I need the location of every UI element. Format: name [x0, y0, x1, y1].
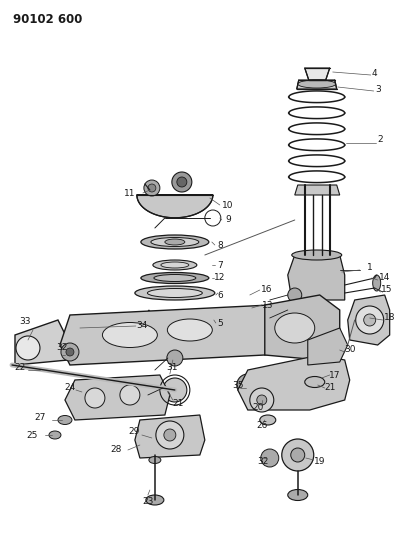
Polygon shape	[305, 68, 330, 80]
Text: 7: 7	[217, 261, 223, 270]
Polygon shape	[238, 355, 350, 410]
Ellipse shape	[292, 250, 342, 260]
Text: 2: 2	[377, 135, 382, 144]
Ellipse shape	[146, 495, 164, 505]
Text: 21: 21	[324, 384, 335, 392]
Circle shape	[148, 184, 156, 192]
Circle shape	[356, 306, 384, 334]
Text: 27: 27	[34, 414, 46, 423]
Text: 30: 30	[344, 345, 355, 354]
Polygon shape	[135, 415, 205, 458]
Ellipse shape	[149, 456, 161, 464]
Circle shape	[66, 348, 74, 356]
Text: 25: 25	[26, 431, 38, 440]
Ellipse shape	[58, 416, 72, 424]
Circle shape	[237, 374, 259, 396]
Text: 4: 4	[372, 69, 378, 78]
Ellipse shape	[168, 319, 212, 341]
Text: 33: 33	[19, 318, 31, 327]
Ellipse shape	[153, 260, 197, 270]
Circle shape	[164, 429, 176, 441]
Ellipse shape	[141, 272, 209, 284]
Polygon shape	[60, 305, 285, 365]
Text: 9: 9	[225, 215, 231, 224]
Polygon shape	[15, 320, 68, 365]
Text: 22: 22	[14, 364, 26, 373]
Circle shape	[261, 449, 279, 467]
Circle shape	[144, 180, 160, 196]
Text: 32: 32	[56, 343, 67, 352]
Text: 29: 29	[128, 427, 140, 437]
Ellipse shape	[161, 262, 189, 268]
Ellipse shape	[154, 274, 196, 281]
Circle shape	[291, 448, 305, 462]
Circle shape	[257, 395, 267, 405]
Ellipse shape	[165, 239, 185, 245]
Ellipse shape	[288, 489, 308, 500]
Circle shape	[61, 343, 79, 361]
Ellipse shape	[373, 275, 381, 291]
Text: 15: 15	[381, 286, 392, 295]
Circle shape	[364, 314, 376, 326]
Polygon shape	[297, 80, 337, 89]
Ellipse shape	[151, 238, 199, 246]
Polygon shape	[288, 255, 345, 300]
Circle shape	[172, 172, 192, 192]
Text: 8: 8	[217, 240, 223, 249]
Text: 18: 18	[384, 313, 395, 322]
Text: 23: 23	[142, 497, 154, 506]
Polygon shape	[137, 310, 213, 348]
Text: 5: 5	[217, 319, 223, 327]
Circle shape	[282, 439, 314, 471]
Text: 12: 12	[214, 273, 225, 282]
Text: 35: 35	[232, 381, 243, 390]
Circle shape	[177, 177, 187, 187]
Circle shape	[85, 388, 105, 408]
Text: 32: 32	[257, 457, 268, 466]
Ellipse shape	[147, 288, 202, 297]
Ellipse shape	[275, 313, 315, 343]
Text: 90102 600: 90102 600	[13, 13, 82, 26]
Text: 10: 10	[222, 200, 233, 209]
Ellipse shape	[260, 415, 276, 425]
Text: 6: 6	[217, 290, 223, 300]
Circle shape	[156, 421, 184, 449]
Ellipse shape	[102, 322, 157, 348]
Text: 14: 14	[379, 273, 390, 282]
Polygon shape	[308, 328, 348, 365]
Circle shape	[243, 380, 253, 390]
Circle shape	[16, 336, 40, 360]
Text: 20: 20	[252, 403, 264, 413]
Circle shape	[71, 318, 85, 332]
Ellipse shape	[298, 80, 336, 88]
Circle shape	[167, 350, 183, 366]
Ellipse shape	[49, 431, 61, 439]
Circle shape	[163, 378, 187, 402]
Text: 21: 21	[172, 399, 183, 408]
Text: 28: 28	[110, 446, 121, 455]
Text: 1: 1	[367, 263, 372, 272]
Text: 3: 3	[375, 85, 381, 94]
Circle shape	[288, 303, 302, 317]
Circle shape	[288, 288, 302, 302]
Polygon shape	[348, 295, 390, 345]
Text: 11: 11	[124, 189, 136, 198]
Text: 26: 26	[256, 421, 268, 430]
Text: 13: 13	[262, 301, 274, 310]
Ellipse shape	[135, 286, 215, 300]
Text: 34: 34	[136, 321, 148, 330]
Text: 31: 31	[166, 364, 177, 373]
Text: 24: 24	[64, 384, 75, 392]
Polygon shape	[265, 295, 340, 360]
Polygon shape	[295, 185, 340, 195]
Text: 17: 17	[329, 370, 341, 379]
Polygon shape	[137, 195, 213, 218]
Text: 16: 16	[261, 286, 272, 295]
Polygon shape	[65, 375, 170, 420]
Ellipse shape	[305, 376, 325, 387]
Circle shape	[120, 385, 140, 405]
Circle shape	[250, 388, 274, 412]
Text: 19: 19	[314, 457, 326, 466]
Ellipse shape	[141, 235, 209, 249]
